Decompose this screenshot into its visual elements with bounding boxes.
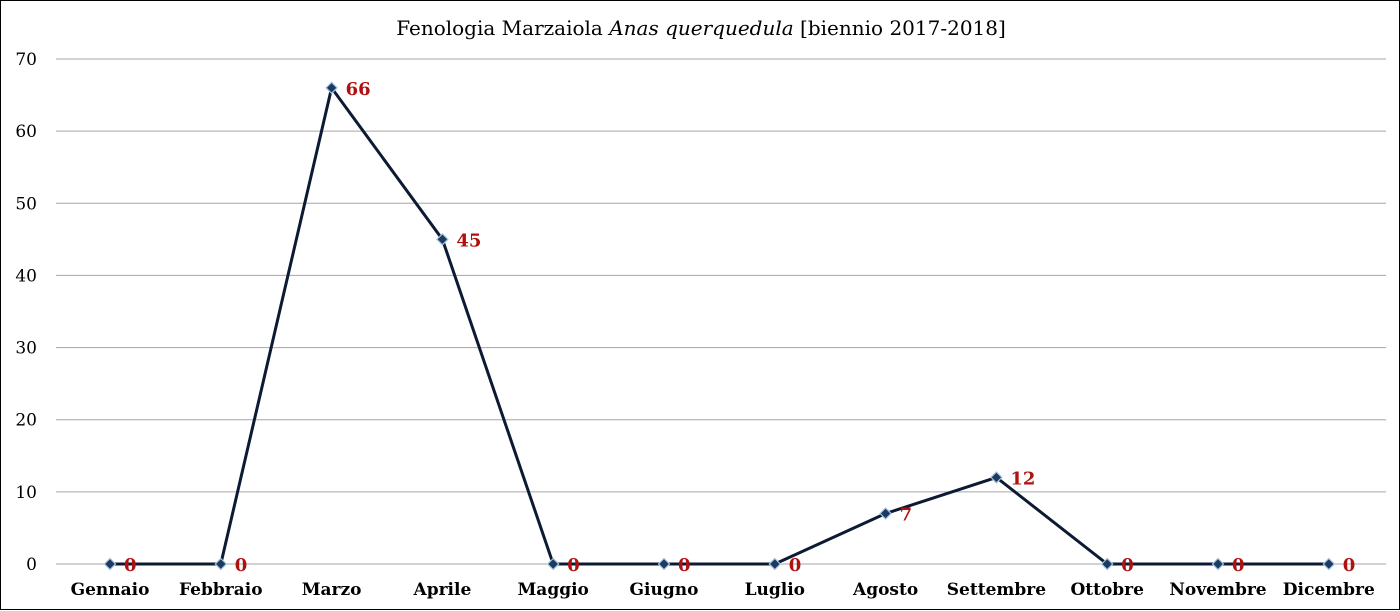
data-point-marker xyxy=(1211,557,1225,571)
data-label: 0 xyxy=(567,555,580,576)
data-point-marker xyxy=(546,557,560,571)
x-category-label: Gennaio xyxy=(71,580,150,600)
y-tick-label: 0 xyxy=(26,555,37,575)
data-point-marker xyxy=(214,557,228,571)
x-category-label: Marzo xyxy=(302,580,362,600)
data-labels: 0 0 66 45 0 0 0 7 12 0 0 0 xyxy=(124,79,1355,576)
y-tick-label: 40 xyxy=(15,266,37,286)
y-tick-label: 60 xyxy=(15,122,37,142)
y-tick-label: 20 xyxy=(15,411,37,431)
grid-lines xyxy=(56,58,1386,565)
y-axis-ticks: 0 10 20 30 40 50 60 70 xyxy=(15,50,37,575)
data-label: 0 xyxy=(124,555,137,576)
data-point-marker xyxy=(879,507,892,520)
title-part: Anas querquedula xyxy=(607,16,793,40)
x-category-label: Agosto xyxy=(852,580,918,600)
data-point-marker xyxy=(990,471,1003,484)
y-tick-label: 30 xyxy=(15,339,37,359)
x-category-label: Maggio xyxy=(517,580,588,600)
data-point-marker xyxy=(657,557,671,571)
title-part: Fenologia Marzaiola xyxy=(396,16,609,40)
data-point-marker xyxy=(1100,557,1114,571)
data-label: 0 xyxy=(789,555,802,576)
x-category-label: Novembre xyxy=(1169,580,1266,600)
x-category-label: Dicembre xyxy=(1283,580,1375,600)
data-point-marker xyxy=(103,557,117,571)
data-point-marker xyxy=(325,81,338,95)
title-part: [biennio 2017-2018] xyxy=(794,16,1006,40)
data-point-marker xyxy=(768,557,782,571)
data-label: 0 xyxy=(1121,555,1134,576)
data-label: 45 xyxy=(456,230,481,251)
x-axis-categories: Gennaio Febbraio Marzo Aprile Maggio Giugno Lu… xyxy=(71,580,1375,600)
data-label: 0 xyxy=(1232,555,1245,576)
data-label: 66 xyxy=(346,79,371,100)
x-category-label: Settembre xyxy=(947,580,1046,600)
x-category-label: Febbraio xyxy=(179,580,263,600)
data-point-marker xyxy=(1322,557,1336,571)
y-tick-label: 10 xyxy=(15,483,37,503)
data-label: 7 xyxy=(900,505,913,526)
data-label: 12 xyxy=(1010,468,1035,489)
x-category-label: Aprile xyxy=(413,580,472,600)
chart-title: Fenologia Marzaiola Anas querquedula [bi… xyxy=(396,16,1006,40)
series-layer xyxy=(103,81,1336,571)
x-category-label: Giugno xyxy=(630,580,699,600)
data-label: 0 xyxy=(678,555,691,576)
series-line xyxy=(110,84,1329,566)
data-label: 0 xyxy=(1343,555,1356,576)
x-category-label: Luglio xyxy=(745,580,805,600)
data-label: 0 xyxy=(235,555,248,576)
y-tick-label: 50 xyxy=(15,194,37,214)
x-category-label: Ottobre xyxy=(1070,580,1144,600)
data-point-marker xyxy=(436,233,449,246)
y-tick-label: 70 xyxy=(15,50,37,70)
